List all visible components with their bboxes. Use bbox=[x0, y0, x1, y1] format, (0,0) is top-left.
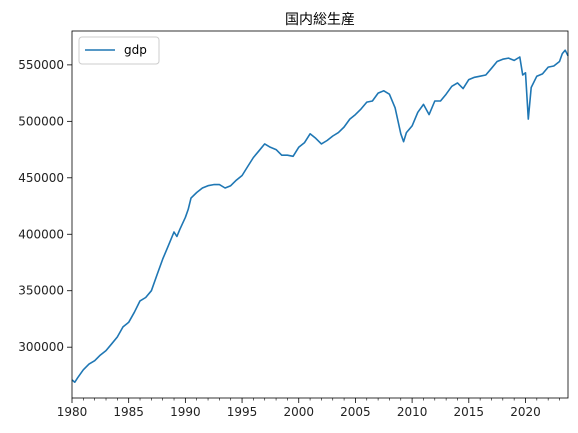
x-tick-label: 1980 bbox=[57, 405, 88, 419]
chart-title: 国内総生産 bbox=[285, 12, 355, 28]
x-tick-label: 2020 bbox=[510, 405, 541, 419]
plot-area: 1980 1985 1990 1995 2000 2005 2010 2015 2020 300… bbox=[18, 30, 569, 419]
x-tick-label: 2015 bbox=[454, 405, 485, 419]
y-tick-label: 350000 bbox=[18, 284, 64, 298]
x-axis-ticks: 1980 1985 1990 1995 2000 2005 2010 2015 2020 bbox=[57, 398, 541, 419]
legend: gdp bbox=[78, 36, 160, 65]
y-tick-label: 450000 bbox=[18, 171, 64, 185]
legend-label-gdp: gdp bbox=[124, 43, 147, 57]
y-tick-label: 300000 bbox=[18, 340, 64, 354]
x-tick-label: 1985 bbox=[113, 405, 144, 419]
x-tick-label: 2010 bbox=[397, 405, 428, 419]
x-tick-label: 1995 bbox=[227, 405, 258, 419]
x-tick-label: 1990 bbox=[170, 405, 201, 419]
gdp-series-line bbox=[71, 49, 569, 384]
y-axis-ticks: 300000 350000 400000 450000 500000 550000 bbox=[18, 58, 72, 354]
x-axis-minor-ticks bbox=[83, 398, 560, 401]
y-tick-label: 400000 bbox=[18, 227, 64, 241]
axes-frame bbox=[71, 30, 569, 399]
y-tick-label: 550000 bbox=[18, 58, 64, 72]
x-tick-label: 2005 bbox=[340, 405, 371, 419]
y-tick-label: 500000 bbox=[18, 114, 64, 128]
x-tick-label: 2000 bbox=[283, 405, 314, 419]
legend-box bbox=[78, 36, 160, 65]
